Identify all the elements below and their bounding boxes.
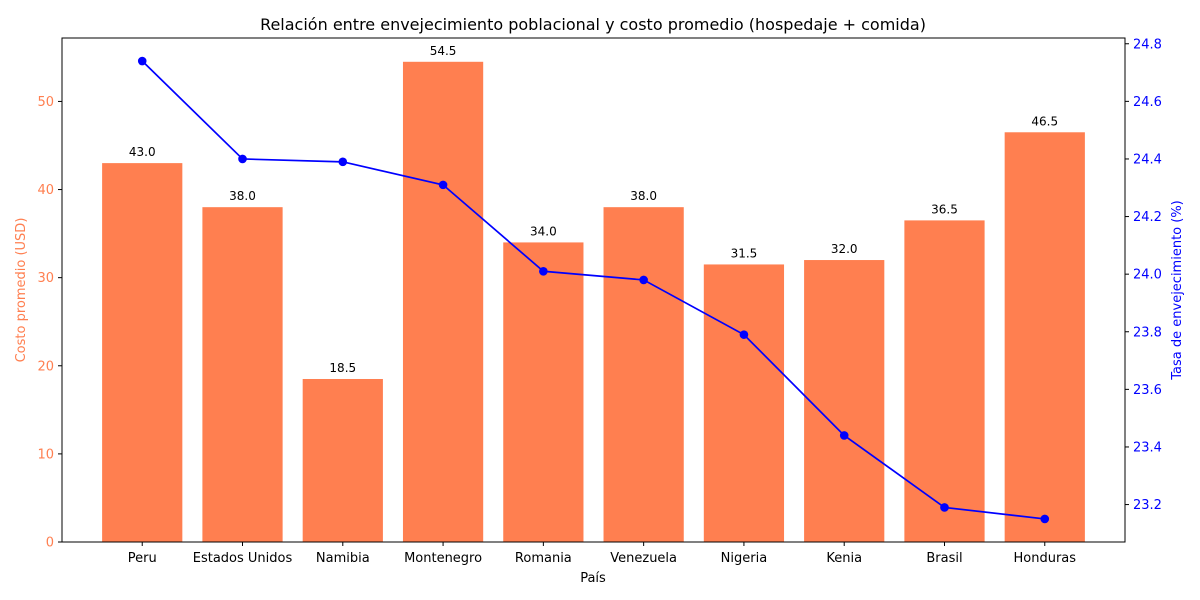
y-left-tick-label: 40 bbox=[37, 183, 54, 198]
bar-data-label: 54.5 bbox=[430, 44, 457, 58]
y-left-tick-label: 20 bbox=[37, 359, 54, 374]
chart-title: Relación entre envejecimiento poblaciona… bbox=[260, 15, 926, 34]
line-point bbox=[639, 275, 648, 285]
line-series bbox=[137, 56, 1050, 524]
y-right-tick-label: 23.4 bbox=[1133, 440, 1162, 455]
x-tick-label: Kenia bbox=[826, 551, 862, 566]
bar bbox=[202, 207, 283, 543]
line-point bbox=[238, 154, 247, 164]
bar bbox=[904, 220, 985, 542]
y-axis-left: 0 10 20 30 40 50 bbox=[37, 95, 62, 551]
bar bbox=[402, 61, 484, 542]
line-path bbox=[141, 60, 1045, 520]
x-axis: Peru Estados Unidos Namibia Montenegro Roman… bbox=[128, 542, 1077, 566]
bar-data-label: 18.5 bbox=[329, 361, 356, 375]
line-point bbox=[739, 330, 749, 339]
bar bbox=[1004, 132, 1085, 542]
x-tick-label: Montenegro bbox=[404, 551, 482, 566]
y-left-tick-label: 0 bbox=[46, 536, 54, 551]
x-axis-label: País bbox=[580, 571, 606, 586]
y-left-tick-label: 50 bbox=[37, 95, 54, 110]
y-right-tick-label: 23.2 bbox=[1133, 498, 1162, 513]
bar-data-label: 31.5 bbox=[731, 246, 758, 260]
x-tick-label: Peru bbox=[128, 551, 157, 566]
x-tick-label: Venezuela bbox=[610, 551, 677, 566]
bar-data-label: 36.5 bbox=[931, 202, 958, 216]
y-right-tick-label: 23.6 bbox=[1133, 383, 1162, 398]
y-left-tick-label: 30 bbox=[37, 271, 54, 286]
y-right-tick-label: 24.4 bbox=[1133, 152, 1162, 167]
plot-frame bbox=[61, 37, 1126, 543]
line-point bbox=[539, 266, 548, 276]
x-tick-label: Brasil bbox=[926, 551, 962, 566]
line-point bbox=[940, 503, 949, 512]
x-tick-label: Estados Unidos bbox=[193, 551, 293, 566]
line-point bbox=[137, 56, 147, 66]
line-point bbox=[338, 157, 348, 167]
bar-data-labels: 43.0 38.0 18.5 54.5 34.0 38.0 31.5 32.0 36.5 46.5 bbox=[129, 44, 1058, 375]
bar bbox=[302, 378, 383, 542]
bar-data-label: 34.0 bbox=[530, 224, 557, 238]
bar bbox=[503, 242, 584, 542]
bar-data-label: 38.0 bbox=[630, 189, 657, 203]
line-point bbox=[839, 431, 849, 440]
y-right-tick-label: 23.8 bbox=[1133, 325, 1162, 340]
x-tick-label: Honduras bbox=[1014, 551, 1077, 566]
y-axis-right: 23.2 23.4 23.6 23.8 24.0 24.2 24.4 24.6 24.8 bbox=[1125, 37, 1162, 513]
bar bbox=[804, 260, 885, 542]
bar-data-label: 38.0 bbox=[229, 189, 256, 203]
x-tick-label: Nigeria bbox=[721, 551, 768, 566]
y-right-tick-label: 24.6 bbox=[1133, 95, 1162, 110]
bar-data-label: 32.0 bbox=[831, 242, 858, 256]
y-axis-left-label: Costo promedio (USD) bbox=[14, 218, 29, 363]
y-left-tick-label: 10 bbox=[37, 447, 54, 462]
line-point bbox=[1040, 514, 1050, 524]
line-point bbox=[438, 180, 448, 190]
bar-data-label: 46.5 bbox=[1031, 114, 1058, 128]
bar bbox=[603, 207, 684, 543]
bar bbox=[703, 264, 785, 542]
y-axis-right-label: Tasa de envejecimiento (%) bbox=[1170, 200, 1185, 381]
y-right-tick-label: 24.2 bbox=[1133, 210, 1162, 225]
y-right-tick-label: 24.8 bbox=[1133, 37, 1162, 52]
bar bbox=[102, 163, 183, 542]
x-tick-label: Namibia bbox=[316, 551, 370, 566]
x-tick-label: Romania bbox=[515, 551, 572, 566]
bar-series bbox=[102, 61, 1085, 543]
y-right-tick-label: 24.0 bbox=[1133, 268, 1162, 283]
bar-data-label: 43.0 bbox=[129, 145, 156, 159]
